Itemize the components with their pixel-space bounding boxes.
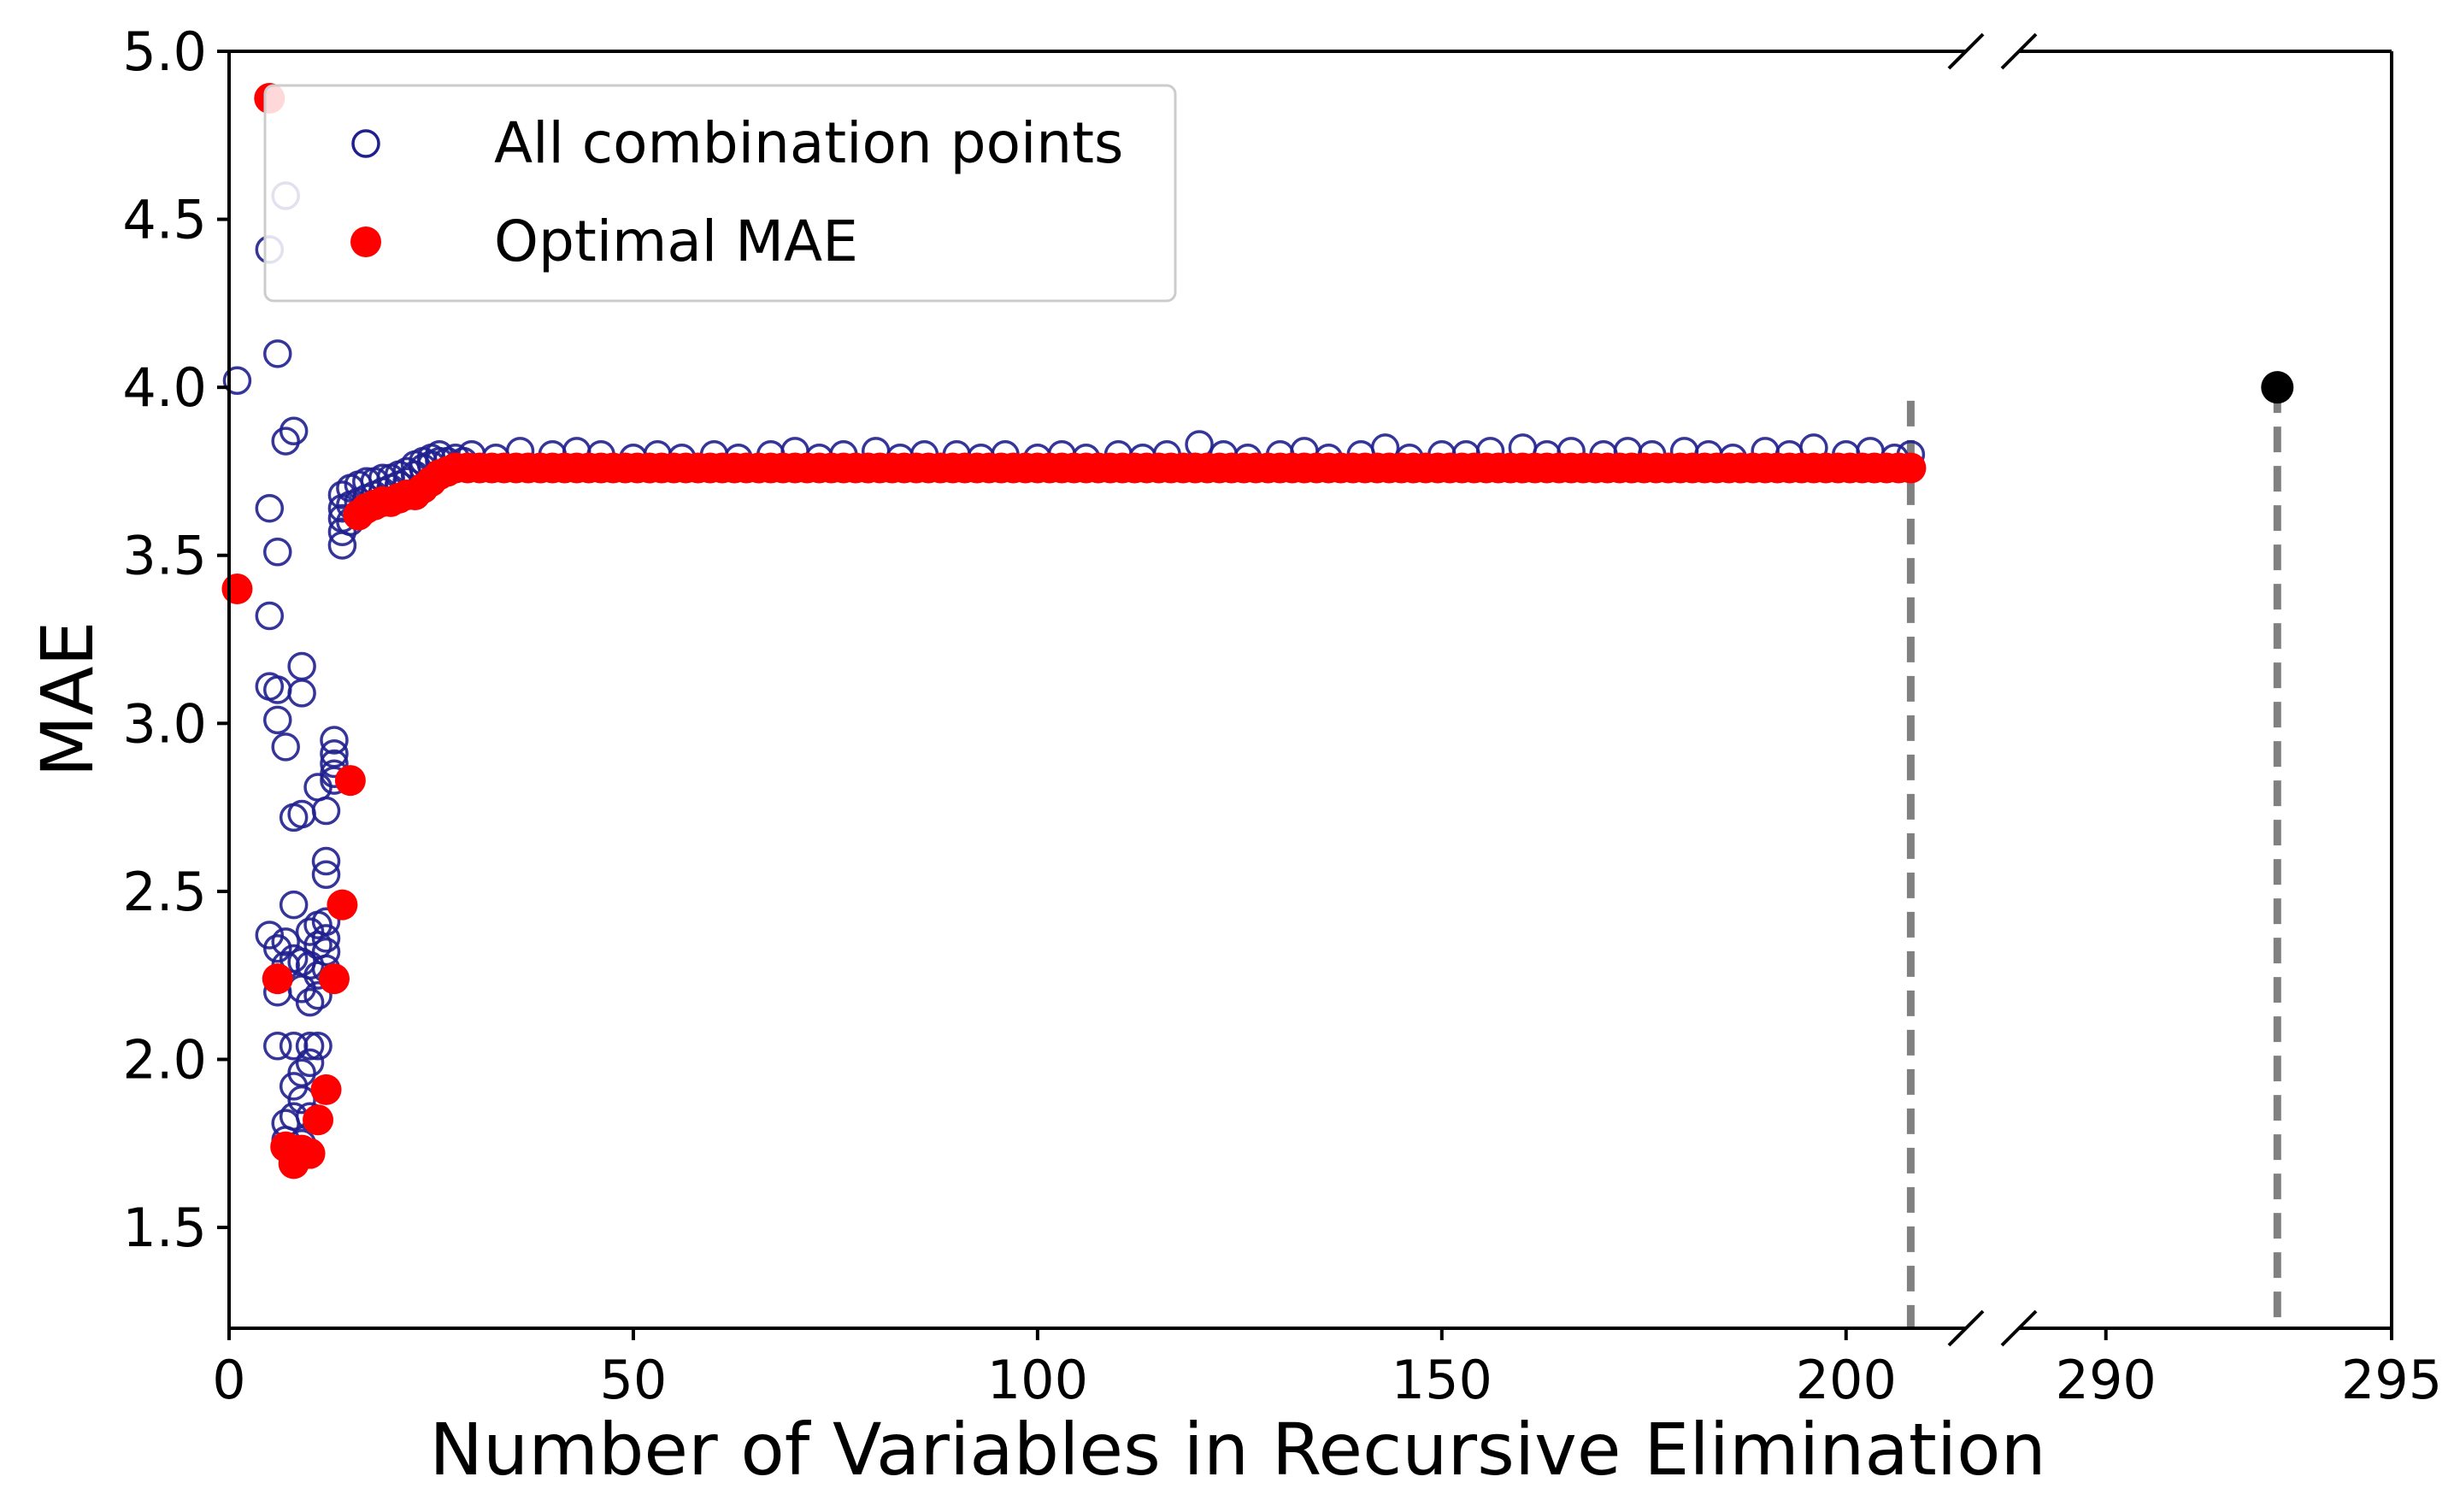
y-tick-label: 2.0	[122, 1028, 207, 1091]
x-axis-title: Number of Variables in Recursive Elimina…	[429, 1408, 2046, 1491]
axis-break-mark-2	[2000, 32, 2038, 70]
data-point-all-combination	[295, 1031, 325, 1061]
y-tick-label: 4.0	[122, 356, 207, 419]
axes: 1.5 2.0 2.5 3.0 3.5 4.0 4.5 5.0 0 50 100 150 200 290 2…	[122, 21, 2442, 1411]
y-tick-label: 4.5	[122, 189, 207, 251]
data-point-all-combination	[271, 927, 300, 956]
axis-break-mark-3	[1947, 1309, 1985, 1347]
data-point-all-combination	[311, 796, 341, 826]
data-point-all-combination	[279, 416, 309, 446]
data-point-all-combination	[320, 749, 349, 779]
data-point-all-combination	[287, 651, 316, 681]
data-point-all-combination	[263, 1031, 292, 1061]
full-model-point-series	[2261, 371, 2294, 404]
x-tick-label: 200	[1796, 1349, 1897, 1411]
data-point-all-combination	[303, 773, 333, 802]
data-point-optimal-mae	[262, 963, 293, 995]
data-point-all-combination	[327, 517, 357, 546]
data-point-all-combination	[279, 890, 309, 920]
data-point-all-combination	[263, 538, 292, 567]
data-point-all-combination	[311, 937, 341, 967]
data-point-all-combination	[320, 726, 349, 755]
y-tick-label: 3.0	[122, 692, 207, 755]
data-point-all-combination	[222, 366, 252, 396]
axis-break-mark-1	[1947, 32, 1985, 70]
legend-frame	[263, 84, 1177, 303]
x-tick-label: 50	[599, 1349, 667, 1411]
data-point-optimal-mae	[221, 574, 253, 605]
data-point-all-combination	[303, 1031, 333, 1061]
y-tick-label: 2.5	[122, 861, 207, 923]
legend-hollow-circle-marker	[351, 129, 380, 158]
legend-filled-circle-marker	[350, 227, 381, 257]
all-combination-points-series	[222, 181, 1926, 1168]
y-tick-label: 5.0	[122, 21, 207, 83]
x-tick-label: 290	[2056, 1349, 2157, 1411]
data-point-all-combination	[311, 846, 341, 876]
data-point-all-combination	[255, 601, 285, 631]
data-point-all-combination	[263, 675, 292, 704]
data-point-all-combination	[263, 339, 292, 368]
data-point-all-combination	[255, 493, 285, 523]
data-point-all-combination	[295, 987, 325, 1017]
axis-break-mark-4	[2000, 1309, 2038, 1347]
data-point-all-combination	[303, 981, 333, 1010]
data-point-all-combination	[263, 933, 292, 963]
legend-label-all-combination-points: All combination points	[494, 110, 1123, 176]
data-point-optimal-mae	[327, 889, 358, 921]
data-point-all-combination	[287, 799, 316, 829]
guide-lines	[1906, 387, 2281, 1328]
optimal-mae-series	[221, 83, 1927, 1180]
x-tick-label: 150	[1392, 1349, 1492, 1411]
y-tick-label: 1.5	[122, 1197, 207, 1259]
legend-label-optimal-mae: Optimal MAE	[494, 209, 858, 274]
legend: All combination points Optimal MAE	[263, 84, 1177, 303]
x-tick-label: 0	[212, 1349, 245, 1411]
data-point-all-combination	[311, 907, 341, 937]
data-point-optimal-mae	[303, 1104, 334, 1136]
data-point-optimal-mae	[1895, 452, 1927, 484]
y-axis-title: MAE	[26, 621, 109, 777]
data-point-all-combination	[263, 705, 292, 735]
data-point-all-combination	[311, 924, 341, 953]
data-point-all-combination	[271, 732, 300, 762]
data-point-full-model	[2261, 371, 2294, 404]
data-point-optimal-mae	[318, 963, 350, 995]
data-point-optimal-mae	[334, 765, 366, 797]
data-point-optimal-mae	[310, 1074, 342, 1105]
data-point-all-combination	[311, 860, 341, 889]
y-tick-label: 3.5	[122, 525, 207, 587]
data-point-all-combination	[295, 1048, 325, 1078]
data-point-all-combination	[271, 427, 300, 456]
x-tick-label: 100	[987, 1349, 1088, 1411]
data-point-all-combination	[287, 679, 316, 708]
x-tick-label: 295	[2341, 1349, 2442, 1411]
data-point-optimal-mae	[294, 1138, 326, 1169]
